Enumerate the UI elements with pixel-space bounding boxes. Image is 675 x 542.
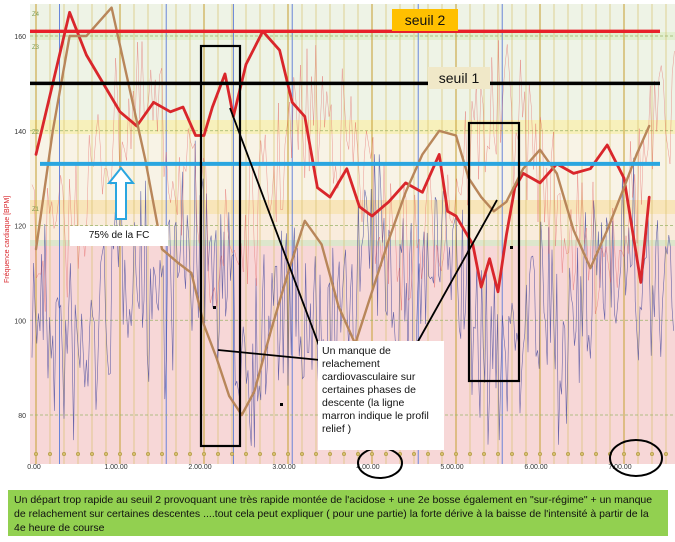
horizontal-grid [30, 35, 675, 416]
x-tick-marker [341, 451, 347, 457]
x-tick-label: 4.00.00 [356, 464, 379, 471]
raw-hr-noise [31, 140, 674, 448]
x-tick-marker [593, 451, 599, 457]
x-tick-marker [201, 451, 207, 457]
marker-dot [280, 403, 283, 406]
x-tick-marker [453, 451, 459, 457]
x-tick-marker [243, 451, 249, 457]
x-tick-label: 0.00 [27, 464, 41, 471]
x-tick-label: 5.00.00 [440, 464, 463, 471]
x-tick-marker [663, 451, 669, 457]
x-tick-marker [145, 451, 151, 457]
zone-band-z4 [30, 4, 675, 120]
zone-label: Z3 [32, 45, 40, 51]
x-tick-marker [649, 451, 655, 457]
x-tick-marker [215, 451, 221, 457]
zone-labels: Z4 Z3 Z2 Z1 [32, 12, 40, 213]
x-tick-marker [481, 451, 487, 457]
seuil-2-label: seuil 2 [392, 9, 458, 31]
x-tick-marker [47, 451, 53, 457]
x-tick-marker [271, 451, 277, 457]
x-tick-marker [411, 451, 417, 457]
x-tick-marker [579, 451, 585, 457]
series-line-1 [34, 10, 651, 294]
y-tick-label: 160 [14, 34, 26, 41]
x-tick-marker [313, 451, 319, 457]
y-tick-label: 100 [14, 318, 26, 325]
y-axis-label: Fréquence cardiaque [BPM] [4, 196, 11, 283]
x-tick-marker [75, 451, 81, 457]
y-tick-label: 120 [14, 224, 26, 231]
series-group [34, 6, 651, 417]
zone-label: Z1 [32, 207, 40, 213]
x-tick-marker [425, 451, 431, 457]
x-tick-marker [495, 451, 501, 457]
x-tick-marker [131, 451, 137, 457]
x-tick-marker [439, 451, 445, 457]
x-tick-marker [621, 451, 627, 457]
x-tick-label: 6.00.00 [524, 464, 547, 471]
x-axis-ticks: 0.00 1.00.00 2.00.00 3.00.00 4.00.00 5.00.00 6… [27, 451, 669, 471]
series-line-2 [34, 6, 651, 417]
circle-7h [609, 439, 663, 477]
y-tick-label: 140 [14, 129, 26, 136]
pointer-line-3 [415, 199, 498, 346]
zone-highlight-mid [30, 240, 675, 246]
highlight-box-early [199, 44, 242, 448]
x-tick-marker [327, 451, 333, 457]
x-tick-marker [61, 451, 67, 457]
zone-label: Z4 [32, 12, 40, 18]
x-tick-marker [103, 451, 109, 457]
threshold-lines [30, 29, 660, 166]
x-tick-label: 2.00.00 [188, 464, 211, 471]
x-tick-marker [89, 451, 95, 457]
annotation-note: Un manque de relachement cardiovasculair… [318, 341, 444, 450]
caption: Un départ trop rapide au seuil 2 provoqu… [8, 490, 668, 536]
fc-75-label: 75% de la FC [70, 226, 168, 246]
zone-highlight-lower [30, 200, 675, 214]
x-tick-marker [467, 451, 473, 457]
x-tick-marker [159, 451, 165, 457]
x-tick-marker [257, 451, 263, 457]
x-tick-marker [117, 451, 123, 457]
x-tick-marker [523, 451, 529, 457]
x-tick-marker [565, 451, 571, 457]
pointer-line-2 [217, 349, 321, 361]
x-tick-marker [285, 451, 291, 457]
x-tick-marker [33, 451, 39, 457]
x-tick-marker [509, 451, 515, 457]
x-tick-marker [383, 451, 389, 457]
zone-label: Z2 [32, 130, 40, 136]
highlight-box-late [467, 121, 521, 383]
marker-dot [213, 306, 216, 309]
x-tick-label: 3.00.00 [272, 464, 295, 471]
x-tick-marker [537, 451, 543, 457]
zone-highlight-upper [30, 120, 675, 134]
x-tick-label: 1.00.00 [104, 464, 127, 471]
x-tick-label: 7.00.00 [608, 464, 631, 471]
x-tick-marker [355, 451, 361, 457]
pointer-line-1 [229, 107, 321, 349]
x-tick-marker [635, 451, 641, 457]
x-tick-marker [187, 451, 193, 457]
up-arrow [106, 166, 136, 220]
x-tick-marker [229, 451, 235, 457]
x-tick-marker [551, 451, 557, 457]
y-axis-ticks: 160 140 120 100 80 [14, 34, 26, 420]
marker-dot [510, 246, 513, 249]
x-tick-marker [299, 451, 305, 457]
y-tick-label: 80 [18, 413, 26, 420]
x-tick-marker [173, 451, 179, 457]
x-tick-marker [369, 451, 375, 457]
seuil-1-label: seuil 1 [428, 67, 490, 89]
